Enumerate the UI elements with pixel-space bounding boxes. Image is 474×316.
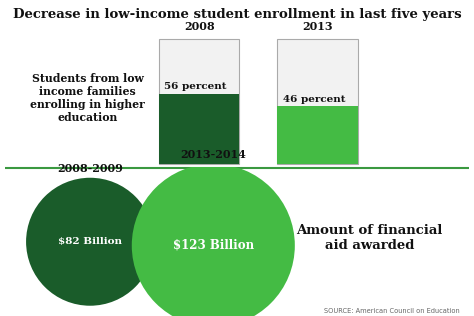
Text: Decrease in low-income student enrollment in last five years: Decrease in low-income student enrollmen…	[13, 8, 461, 21]
Bar	[277, 39, 358, 164]
Ellipse shape	[132, 164, 295, 316]
Text: SOURCE: American Council on Education: SOURCE: American Council on Education	[324, 308, 460, 314]
Text: 56 percent: 56 percent	[164, 82, 227, 91]
Text: 46 percent: 46 percent	[283, 95, 346, 104]
Bar	[159, 39, 239, 164]
Text: $82 Billion: $82 Billion	[58, 237, 122, 246]
Text: Amount of financial
aid awarded: Amount of financial aid awarded	[297, 224, 443, 252]
Text: 2008-2009: 2008-2009	[57, 163, 123, 174]
Text: 2013-2014: 2013-2014	[181, 149, 246, 160]
Bar	[159, 94, 239, 164]
Text: 2008: 2008	[184, 21, 214, 32]
Text: $123 Billion: $123 Billion	[173, 239, 254, 252]
Bar	[277, 106, 358, 164]
Text: 2013: 2013	[302, 21, 333, 32]
Ellipse shape	[26, 178, 154, 306]
Text: Students from low
income families
enrolling in higher
education: Students from low income families enroll…	[30, 73, 145, 123]
